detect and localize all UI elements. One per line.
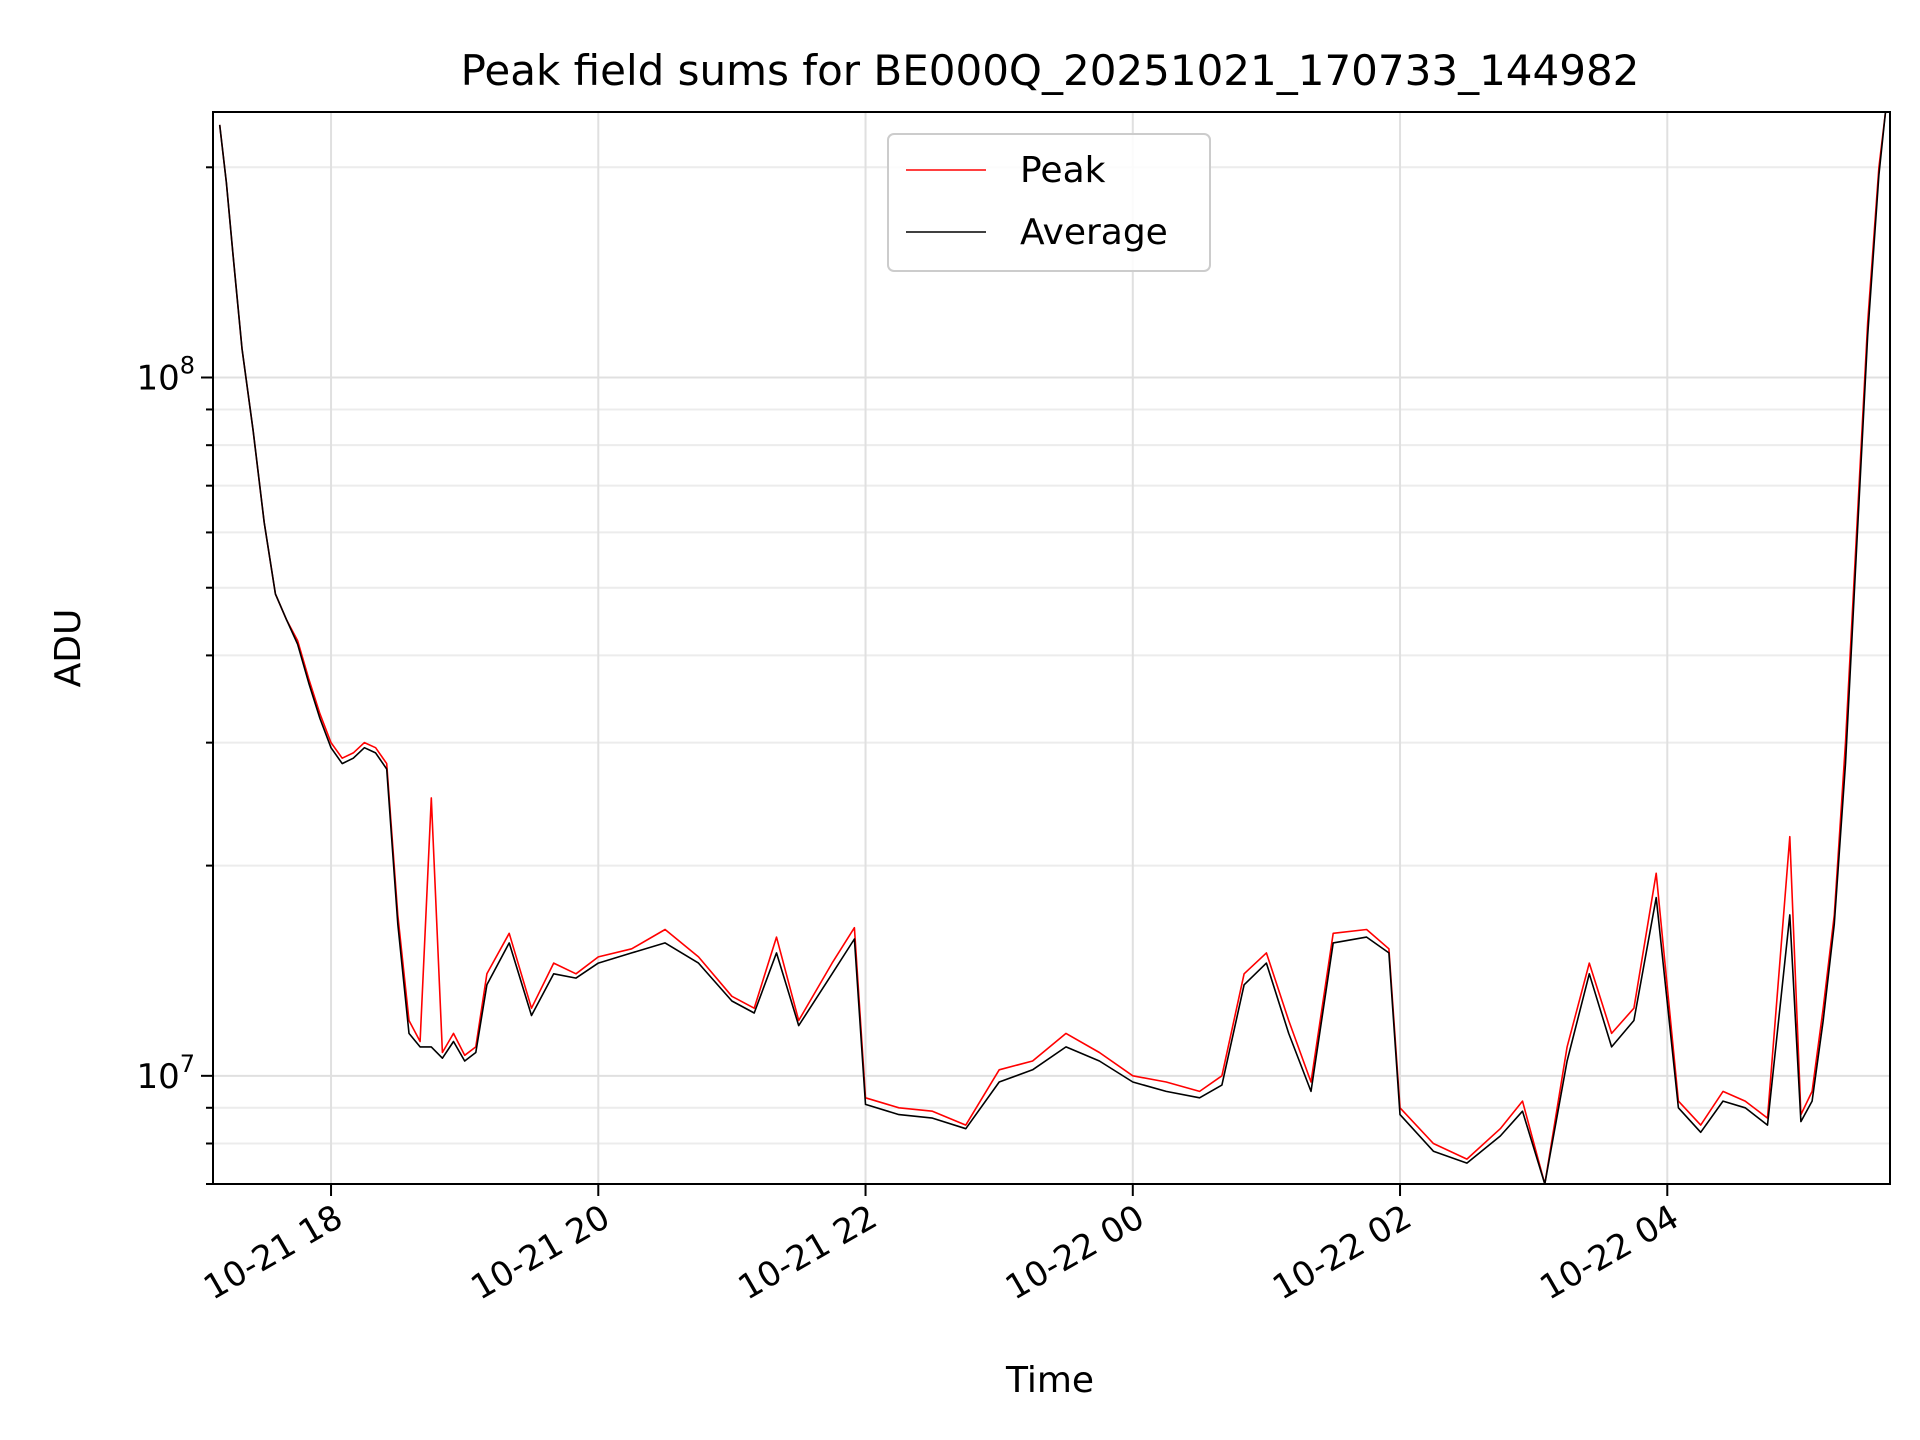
y-axis: 107 108 [136,166,213,1185]
series-line-average [218,112,1887,1184]
legend: Peak Average [887,133,1211,272]
y-axis-label: ADU [48,609,89,688]
x-axis-label: Time [1005,1360,1094,1401]
y-tick-label: 108 [136,352,195,399]
series-layer [218,112,1887,1184]
plot-frame [212,111,1891,1185]
chart-title: Peak field sums for BE000Q_20251021_1707… [461,46,1640,95]
legend-peak-label: Peak [1020,150,1106,191]
y-tick-label: 107 [136,1050,195,1097]
legend-average-label: Average [1020,212,1168,253]
legend-box [887,133,1211,272]
